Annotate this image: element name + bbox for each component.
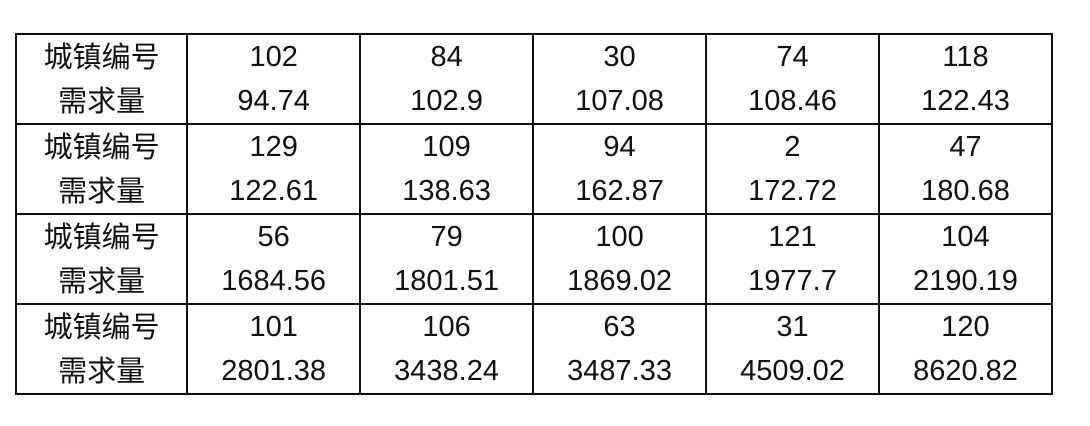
town-id-value: 120	[941, 311, 990, 343]
value-cell: 106 3438.24	[359, 304, 535, 394]
value-cell: 101 2801.38	[186, 304, 362, 394]
value-cell: 84 102.9	[359, 34, 535, 124]
demand-value: 172.72	[748, 175, 837, 207]
demand-value: 1869.02	[567, 265, 672, 297]
town-id-value: 109	[422, 131, 471, 163]
town-id-value: 2	[784, 131, 801, 163]
demand-value: 3487.33	[567, 355, 672, 387]
value-cell: 102 94.74	[186, 34, 362, 124]
demand-label: 需求量	[58, 264, 146, 298]
demand-value: 180.68	[921, 175, 1010, 207]
demand-value: 107.08	[575, 85, 664, 117]
town-id-value: 100	[595, 221, 644, 253]
demand-value: 2801.38	[221, 355, 327, 387]
value-cell: 121 1977.7	[705, 214, 880, 304]
town-id-label: 城镇编号	[43, 220, 160, 254]
demand-value: 102.9	[410, 85, 483, 117]
demand-value: 8620.82	[913, 355, 1018, 387]
demand-value: 2190.19	[913, 265, 1018, 297]
demand-value: 4509.02	[740, 355, 845, 387]
label-cell: 城镇编号 需求量	[14, 34, 189, 124]
town-id-value: 56	[257, 221, 290, 253]
town-id-value: 74	[776, 41, 809, 73]
label-cell: 城镇编号 需求量	[14, 304, 189, 394]
table-group: 城镇编号 需求量 56 1684.56 79 1801.51 100 1869.…	[14, 214, 1054, 304]
value-cell: 109 138.63	[359, 124, 535, 214]
town-demand-table: 城镇编号 需求量 102 94.74 84 102.9 30 107.08 74	[14, 33, 1054, 395]
town-id-value: 31	[776, 311, 809, 343]
value-cell: 74 108.46	[705, 34, 880, 124]
demand-value: 1977.7	[748, 265, 837, 297]
value-cell: 118 122.43	[877, 34, 1054, 124]
town-id-value: 106	[422, 311, 471, 343]
label-cell: 城镇编号 需求量	[14, 214, 189, 304]
town-id-label: 城镇编号	[43, 130, 160, 164]
town-id-value: 94	[603, 131, 636, 163]
demand-value: 108.46	[748, 85, 837, 117]
town-id-value: 121	[768, 221, 817, 253]
value-cell: 79 1801.51	[359, 214, 535, 304]
table-row: 城镇编号 需求量 56 1684.56 79 1801.51 100 1869.…	[14, 214, 1054, 304]
town-id-value: 102	[249, 41, 298, 73]
demand-value: 1801.51	[394, 265, 499, 297]
town-id-value: 129	[249, 131, 298, 163]
demand-label: 需求量	[58, 354, 146, 388]
town-id-label: 城镇编号	[43, 40, 160, 74]
table-row: 城镇编号 需求量 129 122.61 109 138.63 94 162.87…	[14, 124, 1054, 214]
value-cell: 47 180.68	[877, 124, 1054, 214]
value-cell: 30 107.08	[532, 34, 708, 124]
demand-label: 需求量	[58, 174, 146, 208]
town-id-value: 101	[249, 311, 298, 343]
town-id-value: 30	[603, 41, 636, 73]
town-id-value: 118	[942, 41, 989, 73]
table-group: 城镇编号 需求量 101 2801.38 106 3438.24 63 3487…	[14, 304, 1054, 394]
table-row: 城镇编号 需求量 101 2801.38 106 3438.24 63 3487…	[14, 304, 1054, 394]
town-id-value: 84	[430, 41, 463, 73]
value-cell: 2 172.72	[705, 124, 880, 214]
value-cell: 31 4509.02	[705, 304, 880, 394]
demand-value: 94.74	[237, 85, 310, 117]
demand-value: 138.63	[402, 175, 491, 207]
demand-label: 需求量	[58, 84, 146, 118]
town-id-value: 79	[430, 221, 463, 253]
town-id-value: 104	[941, 221, 990, 253]
town-id-value: 47	[949, 131, 982, 163]
demand-value: 3438.24	[394, 355, 499, 387]
demand-value: 1684.56	[221, 265, 327, 297]
table-group: 城镇编号 需求量 129 122.61 109 138.63 94 162.87…	[14, 124, 1054, 214]
table-group: 城镇编号 需求量 102 94.74 84 102.9 30 107.08 74	[14, 34, 1054, 124]
label-cell: 城镇编号 需求量	[14, 124, 189, 214]
town-id-label: 城镇编号	[43, 310, 160, 344]
value-cell: 129 122.61	[186, 124, 362, 214]
table-row: 城镇编号 需求量 102 94.74 84 102.9 30 107.08 74	[14, 34, 1054, 124]
demand-value: 122.43	[921, 85, 1010, 117]
value-cell: 104 2190.19	[877, 214, 1054, 304]
value-cell: 56 1684.56	[186, 214, 362, 304]
demand-value: 122.61	[229, 175, 318, 207]
value-cell: 63 3487.33	[532, 304, 708, 394]
value-cell: 100 1869.02	[532, 214, 708, 304]
town-id-value: 63	[603, 311, 636, 343]
demand-value: 162.87	[575, 175, 664, 207]
value-cell: 120 8620.82	[877, 304, 1054, 394]
value-cell: 94 162.87	[532, 124, 708, 214]
